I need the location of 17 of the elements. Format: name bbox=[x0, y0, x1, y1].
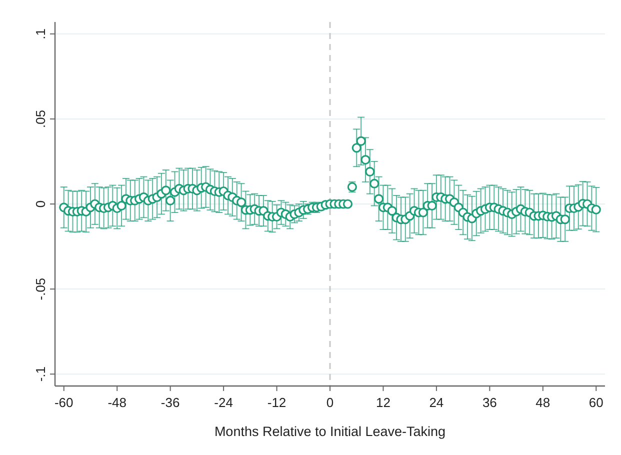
x-tick-label: 12 bbox=[376, 395, 390, 410]
x-tick-label: 48 bbox=[536, 395, 550, 410]
x-tick-label: -36 bbox=[160, 395, 180, 410]
x-tick-label: -12 bbox=[267, 395, 286, 410]
y-tick-label: -.1 bbox=[33, 366, 48, 382]
y-tick-label: .05 bbox=[33, 110, 48, 128]
y-tick-label: .1 bbox=[33, 28, 48, 40]
x-tick-label: 36 bbox=[482, 395, 497, 410]
x-tick-label: 60 bbox=[588, 395, 604, 410]
x-axis-title: Months Relative to Initial Leave-Taking bbox=[214, 424, 446, 439]
x-tick-label: -48 bbox=[108, 395, 126, 410]
y-tick-label: 0 bbox=[33, 200, 48, 208]
y-tick-label: -.05 bbox=[33, 278, 48, 300]
x-tick-label: 24 bbox=[429, 395, 444, 410]
x-tick-label: -24 bbox=[214, 395, 233, 410]
x-tick-label: -60 bbox=[54, 395, 74, 410]
x-tick-label: 0 bbox=[326, 395, 334, 410]
